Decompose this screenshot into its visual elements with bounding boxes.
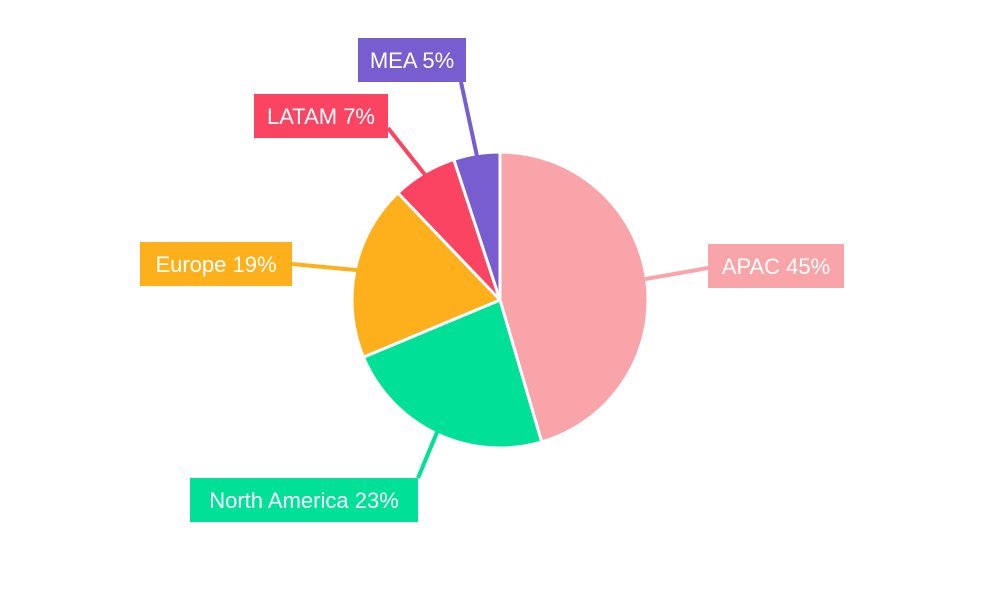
svg-text:North America 23%: North America 23% [209,488,399,513]
slice-label-europe: Europe 19% [140,242,292,286]
slice-label-apac: APAC 45% [708,244,844,288]
svg-text:LATAM 7%: LATAM 7% [267,104,375,129]
slice-label-latam: LATAM 7% [254,94,388,138]
svg-text:MEA 5%: MEA 5% [370,48,454,73]
leader-line [459,81,479,157]
svg-text:Europe 19%: Europe 19% [155,252,276,277]
leader-line [291,262,358,273]
leader-line [416,431,440,479]
slice-label-north-america: North America 23% [190,478,418,522]
leader-line [386,126,427,176]
leader-line [644,266,709,282]
svg-text:APAC 45%: APAC 45% [722,254,830,279]
slice-label-mea: MEA 5% [358,38,466,82]
